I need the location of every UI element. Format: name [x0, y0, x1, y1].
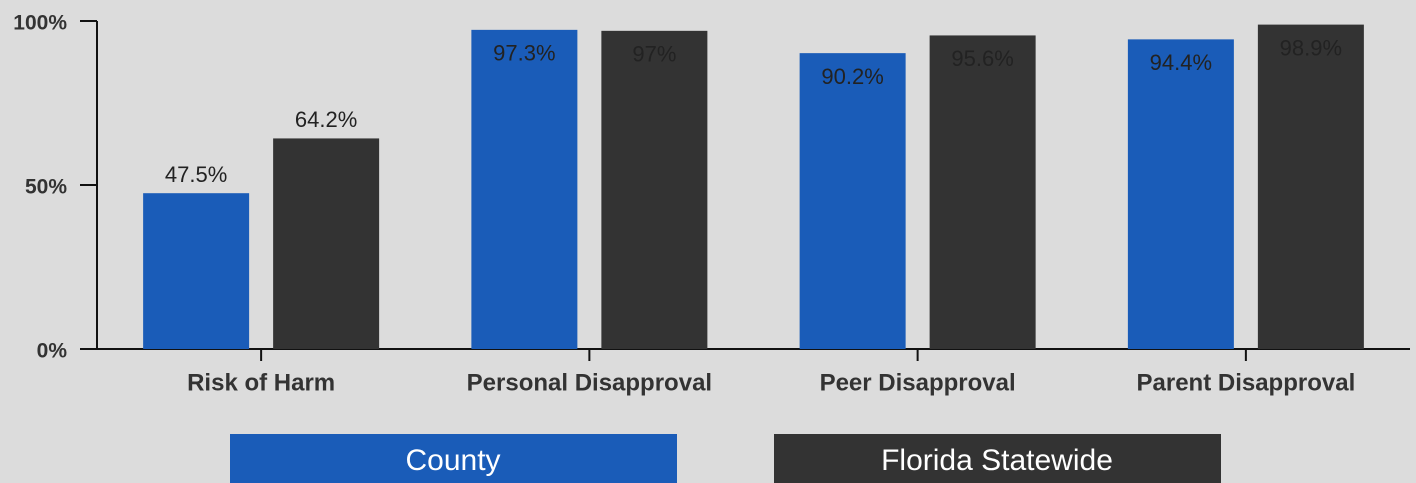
- legend-swatch: [230, 434, 677, 483]
- x-tick-label: Parent Disapproval: [1137, 369, 1356, 396]
- bar: [601, 30, 708, 350]
- value-label: 97.3%: [493, 41, 555, 66]
- bar: [1127, 39, 1234, 349]
- bar: [799, 53, 906, 349]
- legend-label: Florida Statewide: [881, 444, 1113, 477]
- value-label: 97%: [632, 42, 676, 67]
- value-label: 90.2%: [821, 64, 883, 89]
- value-label: 98.9%: [1280, 35, 1342, 60]
- bar: [929, 35, 1036, 349]
- value-label: 95.6%: [951, 46, 1013, 71]
- x-tick-label: Peer Disapproval: [820, 369, 1016, 396]
- y-tick-label: 100%: [13, 12, 67, 35]
- value-label: 94.4%: [1150, 50, 1212, 75]
- x-tick-label: Personal Disapproval: [467, 369, 712, 396]
- value-label: 47.5%: [165, 162, 227, 187]
- y-tick-label: 0%: [37, 340, 68, 363]
- bar: [143, 193, 250, 349]
- x-tick-label: Risk of Harm: [187, 369, 335, 396]
- legend-swatch: [774, 434, 1221, 483]
- bar: [471, 29, 578, 350]
- y-tick-label: 50%: [25, 176, 67, 199]
- bar: [1257, 24, 1364, 349]
- value-label: 64.2%: [295, 107, 357, 132]
- legend-label: County: [405, 444, 500, 477]
- bar: [273, 138, 380, 349]
